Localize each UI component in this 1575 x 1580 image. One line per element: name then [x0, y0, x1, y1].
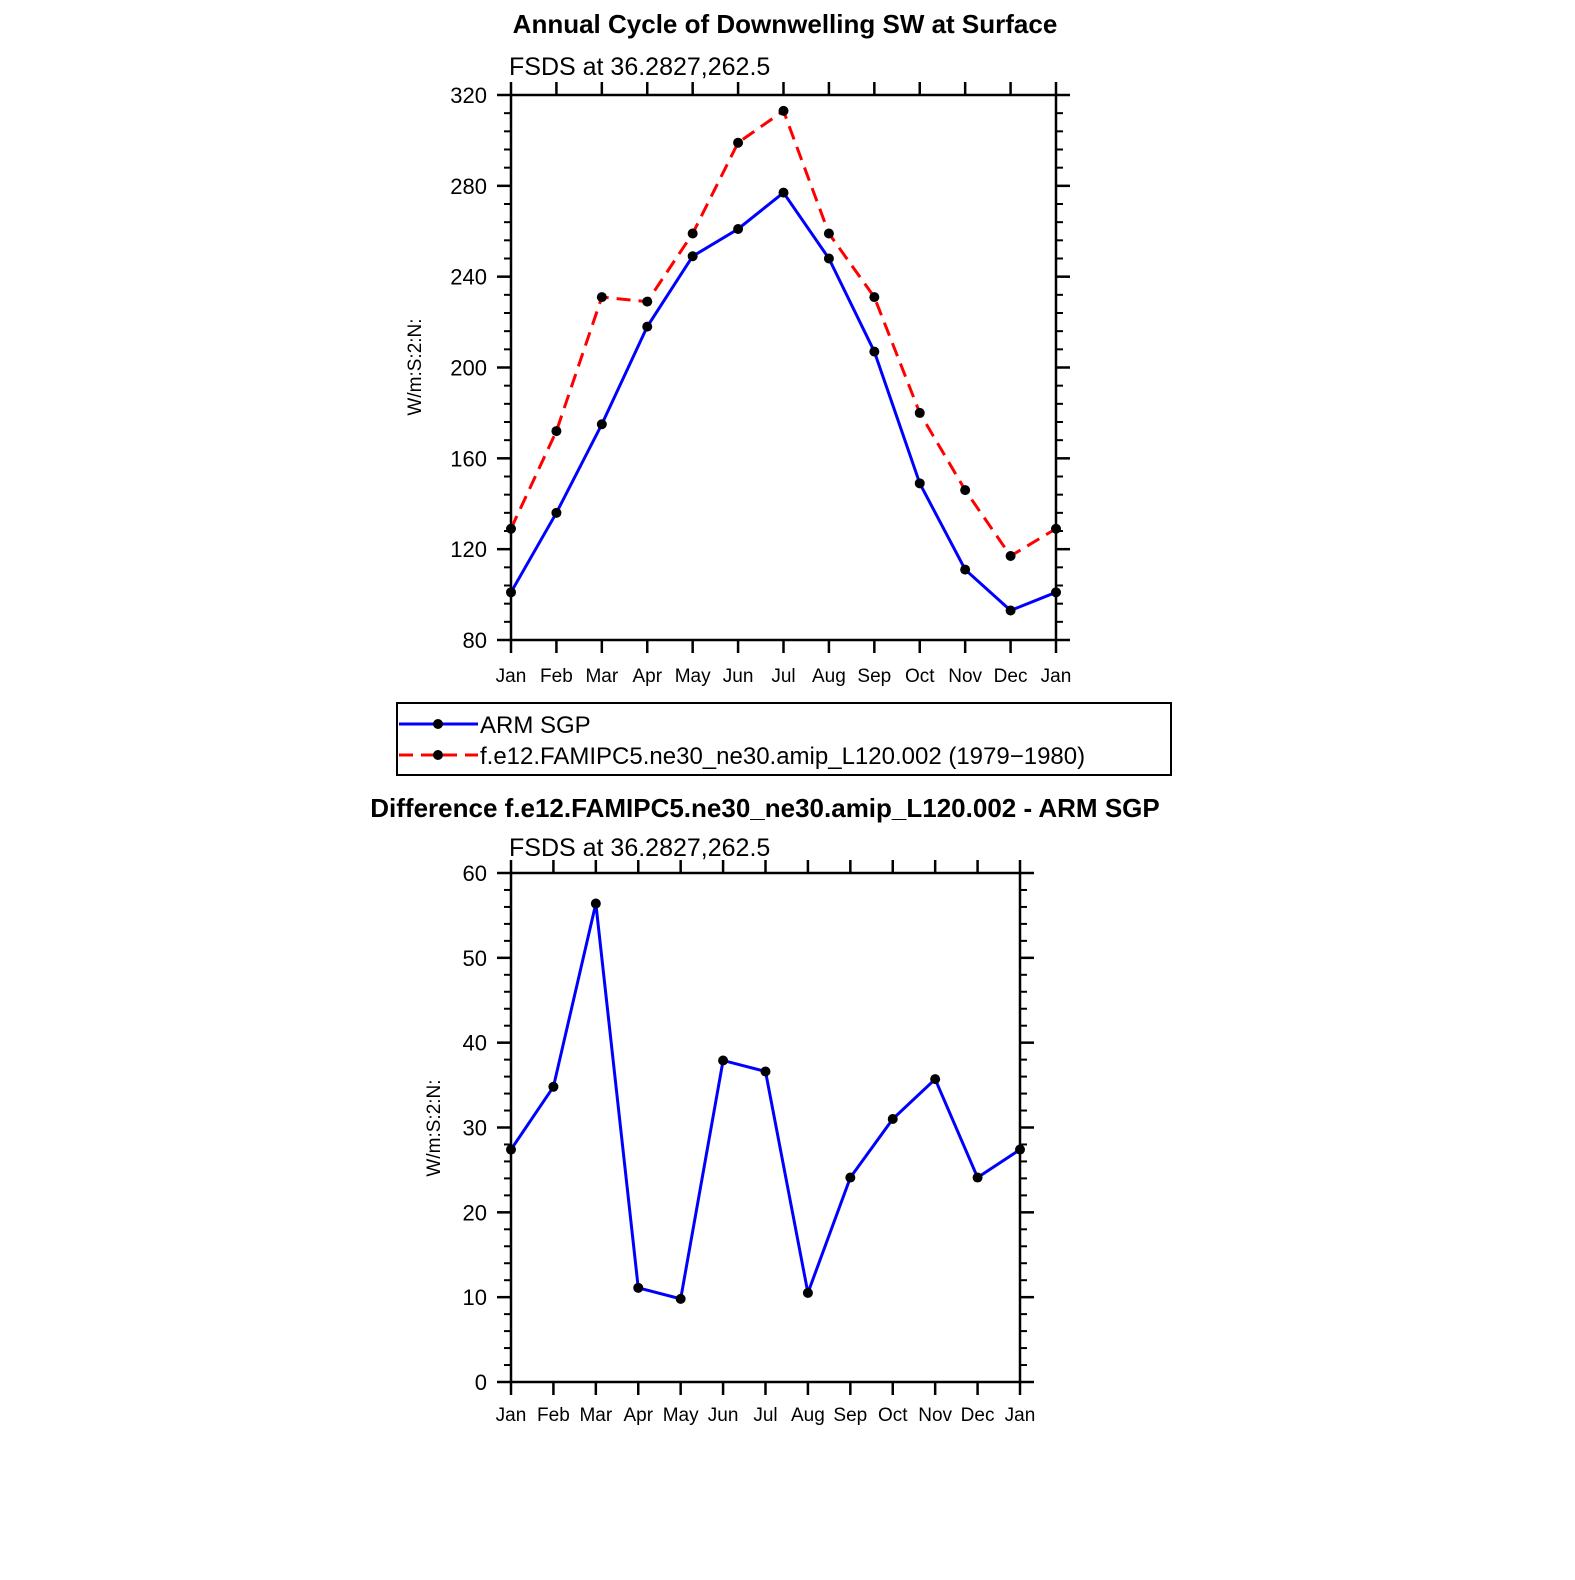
data-point [551, 507, 562, 518]
legend-label: ARM SGP [480, 712, 591, 739]
y-axis-label: W/m:S:2:N: [405, 318, 426, 415]
data-point [506, 587, 516, 598]
data-point [760, 1066, 771, 1077]
data-point [778, 105, 789, 116]
data-point [642, 321, 653, 332]
data-point [590, 898, 601, 909]
y-tick-label: 60 [463, 861, 487, 886]
data-point [675, 1293, 686, 1304]
y-tick-label: 0 [475, 1370, 487, 1395]
x-tick-label: Jul [753, 1405, 777, 1426]
chart-title: Annual Cycle of Downwelling SW at Surfac… [513, 9, 1058, 39]
data-point [506, 523, 516, 534]
data-point [869, 346, 880, 357]
data-point [687, 251, 698, 262]
data-point [930, 1074, 941, 1085]
x-tick-label: Apr [632, 666, 662, 687]
legend-label: f.e12.FAMIPC5.ne30_ne30.amip_L120.002 (1… [480, 743, 1085, 770]
series-line [509, 190, 1057, 613]
x-tick-label: Jun [708, 1405, 739, 1426]
y-tick-label: 160 [450, 446, 487, 471]
x-tick-label: Aug [812, 666, 846, 687]
x-tick-label: May [663, 1405, 699, 1426]
chart-title: Difference f.e12.FAMIPC5.ne30_ne30.amip_… [370, 793, 1159, 823]
data-point [960, 485, 971, 496]
legend-box [396, 702, 1172, 776]
data-point [823, 228, 834, 239]
y-tick-label: 50 [463, 946, 487, 971]
x-tick-label: Mar [579, 1405, 612, 1426]
data-point [642, 296, 653, 307]
plot-frame [509, 93, 1058, 642]
x-tick-label: Jan [1041, 666, 1072, 687]
series-line [509, 903, 1021, 1301]
data-point [972, 1172, 983, 1183]
data-point [960, 564, 971, 575]
x-tick-label: Mar [585, 666, 618, 687]
series-line [509, 108, 1057, 558]
data-point [718, 1055, 729, 1066]
data-point [687, 228, 698, 239]
data-point [733, 137, 744, 148]
y-tick-label: 30 [463, 1116, 487, 1141]
y-tick-label: 20 [463, 1200, 487, 1225]
plot-frame [509, 871, 1022, 1384]
data-point [802, 1287, 813, 1298]
chart-subtitle: FSDS at 36.2827,262.5 [509, 53, 770, 81]
data-point [1005, 605, 1016, 616]
data-point [845, 1172, 856, 1183]
x-tick-label: Dec [961, 1405, 995, 1426]
x-tick-label: May [675, 666, 711, 687]
data-point [551, 426, 562, 437]
y-tick-label: 320 [450, 83, 487, 108]
data-point [506, 1144, 516, 1155]
data-point [914, 478, 925, 489]
x-tick-label: Nov [918, 1405, 952, 1426]
x-tick-label: Jan [496, 666, 527, 687]
x-tick-label: Jan [1005, 1405, 1036, 1426]
y-tick-label: 10 [463, 1285, 487, 1310]
data-point [1051, 523, 1061, 534]
data-point [596, 292, 607, 303]
data-point [633, 1282, 644, 1293]
x-tick-label: Jul [771, 666, 795, 687]
data-point [778, 187, 789, 198]
x-tick-label: Aug [791, 1405, 825, 1426]
y-tick-label: 80 [463, 628, 487, 653]
x-tick-label: Sep [833, 1405, 867, 1426]
x-tick-label: Oct [905, 666, 935, 687]
y-tick-label: 240 [450, 265, 487, 290]
legend-marker [433, 750, 443, 760]
data-point [733, 223, 744, 234]
x-tick-label: Oct [878, 1405, 908, 1426]
x-tick-label: Nov [948, 666, 982, 687]
y-tick-label: 280 [450, 174, 487, 199]
x-tick-label: Feb [540, 666, 573, 687]
data-point [596, 419, 607, 430]
data-point [869, 292, 880, 303]
x-tick-label: Dec [994, 666, 1028, 687]
data-point [887, 1114, 898, 1125]
data-point [1051, 587, 1061, 598]
data-point [548, 1081, 559, 1092]
data-point [1005, 550, 1016, 561]
x-tick-label: Feb [537, 1405, 570, 1426]
y-tick-label: 200 [450, 356, 487, 381]
x-tick-label: Jun [723, 666, 754, 687]
x-tick-label: Apr [623, 1405, 653, 1426]
y-tick-label: 120 [450, 537, 487, 562]
chart-subtitle: FSDS at 36.2827,262.5 [509, 834, 770, 862]
data-point [914, 407, 925, 418]
y-tick-label: 40 [463, 1031, 487, 1056]
legend-marker [433, 719, 443, 729]
x-tick-label: Sep [857, 666, 891, 687]
x-tick-label: Jan [496, 1405, 527, 1426]
data-point [1015, 1144, 1025, 1155]
data-point [823, 253, 834, 264]
y-axis-label: W/m:S:2:N: [424, 1079, 445, 1176]
